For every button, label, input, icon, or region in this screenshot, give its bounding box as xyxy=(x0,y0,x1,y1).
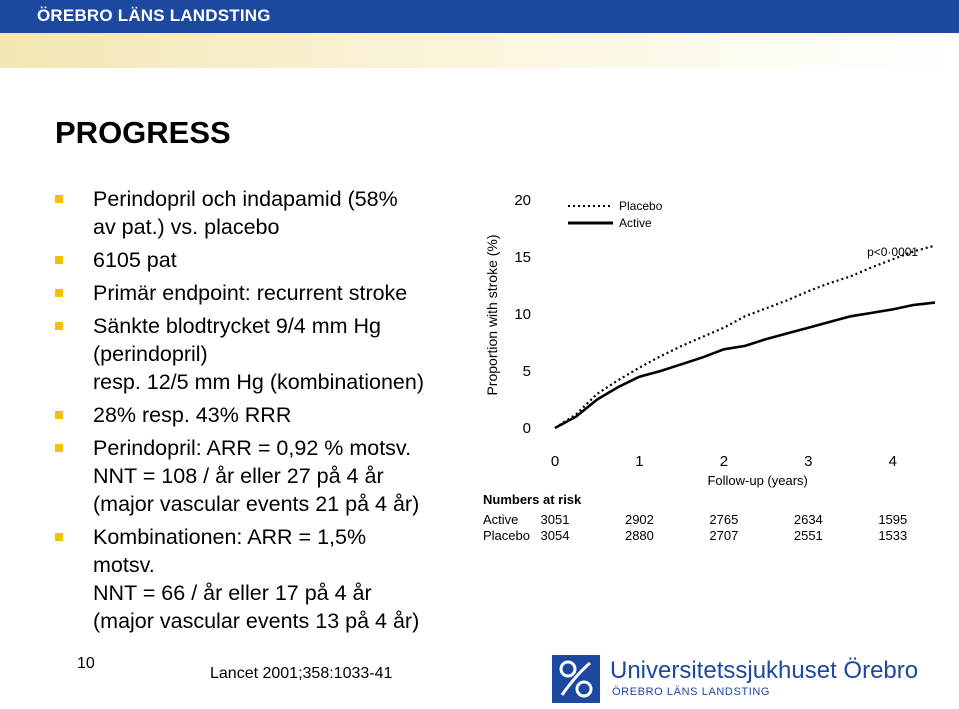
bullet-item: Perindopril: ARR = 0,92 % motsv. NNT = 10… xyxy=(55,434,475,518)
header-bar: ÖREBRO LÄNS LANDSTING xyxy=(0,0,959,33)
risk-table-heading: Numbers at risk xyxy=(483,492,582,507)
y-tick-label: 20 xyxy=(514,192,531,209)
x-tick-label: 4 xyxy=(889,453,897,470)
bullet-list: Perindopril och indapamid (58% av pat.) v… xyxy=(55,185,475,640)
risk-value: 2880 xyxy=(625,528,654,543)
bullet-text-line: Sänkte blodtrycket 9/4 mm Hg xyxy=(93,314,381,338)
page-number: 10 xyxy=(77,655,95,672)
page-title: PROGRESS xyxy=(55,115,231,150)
citation: Lancet 2001;358:1033-41 xyxy=(210,665,393,682)
logo-emblem-icon xyxy=(552,655,600,703)
x-tick-label: 1 xyxy=(635,453,643,470)
risk-value: 2765 xyxy=(709,512,738,527)
y-tick-label: 15 xyxy=(514,249,531,266)
bullet-text-line: Primär endpoint: recurrent stroke xyxy=(93,281,408,305)
header-gradient-band xyxy=(0,33,959,68)
bullet-text-line: (perindopril) xyxy=(93,342,208,366)
bullet-text-line: 28% resp. 43% RRR xyxy=(93,403,292,427)
y-axis-label: Proportion with stroke (%) xyxy=(484,234,500,395)
bullet-text-line: motsv. xyxy=(93,553,155,577)
header-org-name: ÖREBRO LÄNS LANDSTING xyxy=(37,6,271,25)
bullet-marker-icon xyxy=(55,256,63,264)
risk-value: 3054 xyxy=(541,528,570,543)
p-value-annotation: p<0·0001 xyxy=(867,245,918,259)
risk-value: 2707 xyxy=(709,528,738,543)
bullet-text-line: Perindopril och indapamid (58% xyxy=(93,187,398,211)
bullet-text-line: Perindopril: ARR = 0,92 % motsv. xyxy=(93,436,412,460)
risk-row-label: Active xyxy=(483,512,518,527)
x-tick-label: 2 xyxy=(720,453,728,470)
x-tick-label: 0 xyxy=(551,453,559,470)
logo-name: Universitetssjukhuset Örebro xyxy=(610,657,919,684)
series-line-placebo xyxy=(554,244,936,429)
legend-label: Active xyxy=(619,216,652,230)
bullet-marker-icon xyxy=(55,322,63,330)
x-axis-label: Follow-up (years) xyxy=(707,473,807,488)
bullet-text-line: (major vascular events 21 på 4 år) xyxy=(93,492,420,516)
risk-row-label: Placebo xyxy=(483,528,530,543)
bullet-marker-icon xyxy=(55,289,63,297)
bullet-item: 28% resp. 43% RRR xyxy=(55,401,475,429)
bullet-item: Kombinationen: ARR = 1,5% motsv. NNT = 66 … xyxy=(55,523,475,635)
bullet-marker-icon xyxy=(55,411,63,419)
bullet-text-line: resp. 12/5 mm Hg (kombinationen) xyxy=(93,370,425,394)
risk-value: 3051 xyxy=(541,512,570,527)
bullet-text-line: av pat.) vs. placebo xyxy=(93,215,280,239)
bullet-marker-icon xyxy=(55,444,63,452)
x-tick-label: 3 xyxy=(804,453,812,470)
bullet-item: Sänkte blodtrycket 9/4 mm Hg (perindopril… xyxy=(55,312,475,396)
bullet-marker-icon xyxy=(55,195,63,203)
logo-subtitle: ÖREBRO LÄNS LANDSTING xyxy=(612,686,771,698)
risk-value: 1595 xyxy=(878,512,907,527)
y-tick-label: 5 xyxy=(523,363,531,380)
risk-value: 2902 xyxy=(625,512,654,527)
bullet-item: Perindopril och indapamid (58% av pat.) v… xyxy=(55,185,475,241)
y-tick-label: 10 xyxy=(514,306,531,323)
hospital-logo: Universitetssjukhuset Örebro ÖREBRO LÄNS… xyxy=(552,655,952,703)
y-tick-label: 0 xyxy=(523,420,531,437)
bullet-text-line: 6105 pat xyxy=(93,248,177,272)
bullet-text-line: NNT = 108 / år eller 27 på 4 år xyxy=(93,464,384,488)
stroke-chart: Proportion with stroke (%) 0 5 10 15 20 0 1 2 3 4 F… xyxy=(483,192,936,543)
bullet-marker-icon xyxy=(55,533,63,541)
bullet-item: Primär endpoint: recurrent stroke xyxy=(55,279,475,307)
risk-value: 1533 xyxy=(878,528,907,543)
legend-label: Placebo xyxy=(619,199,663,213)
bullet-text-line: NNT = 66 / år eller 17 på 4 år xyxy=(93,581,372,605)
bullet-item: 6105 pat xyxy=(55,246,475,274)
series-line-active xyxy=(554,301,936,430)
risk-value: 2634 xyxy=(794,512,823,527)
risk-value: 2551 xyxy=(794,528,823,543)
bullet-text-line: Kombinationen: ARR = 1,5% xyxy=(93,525,367,549)
bullet-text-line: (major vascular events 13 på 4 år) xyxy=(93,609,420,633)
